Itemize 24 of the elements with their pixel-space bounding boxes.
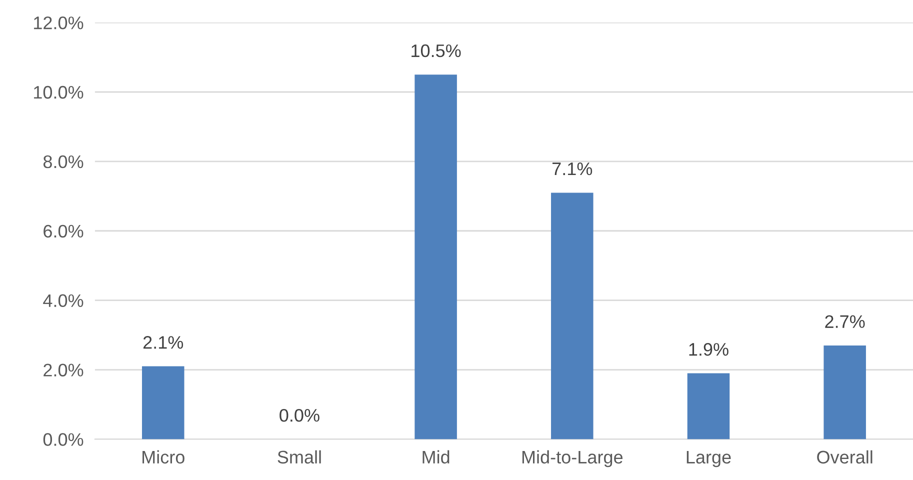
x-tick-label: Overall	[817, 450, 872, 464]
x-tick-label: Micro	[142, 450, 184, 464]
data-label: 2.7%	[825, 315, 865, 328]
y-tick-label: 4.0%	[43, 294, 84, 308]
y-tick-label: 12.0%	[34, 16, 84, 30]
y-tick-label: 2.0%	[44, 364, 84, 376]
y-tick-label: 6.0%	[44, 224, 84, 238]
bar	[687, 373, 730, 440]
x-tick-label: Small	[278, 450, 321, 464]
data-label: 7.1%	[552, 162, 592, 176]
data-label: 1.9%	[689, 342, 728, 356]
bar	[551, 192, 594, 440]
x-tick-label: Mid	[422, 450, 450, 464]
y-tick-label: 10.0%	[34, 86, 84, 99]
y-tick-label: 8.0%	[43, 155, 84, 168]
x-tick-label: Large	[686, 450, 731, 468]
x-tick-label: Mid-to-Large	[522, 450, 623, 468]
data-label: 10.5%	[412, 44, 461, 58]
data-label: 2.1%	[143, 336, 184, 349]
bar	[414, 74, 457, 440]
y-tick-label: 0.0%	[43, 433, 84, 446]
data-label: 0.0%	[280, 408, 320, 422]
bar	[142, 366, 184, 440]
bar	[824, 345, 866, 440]
